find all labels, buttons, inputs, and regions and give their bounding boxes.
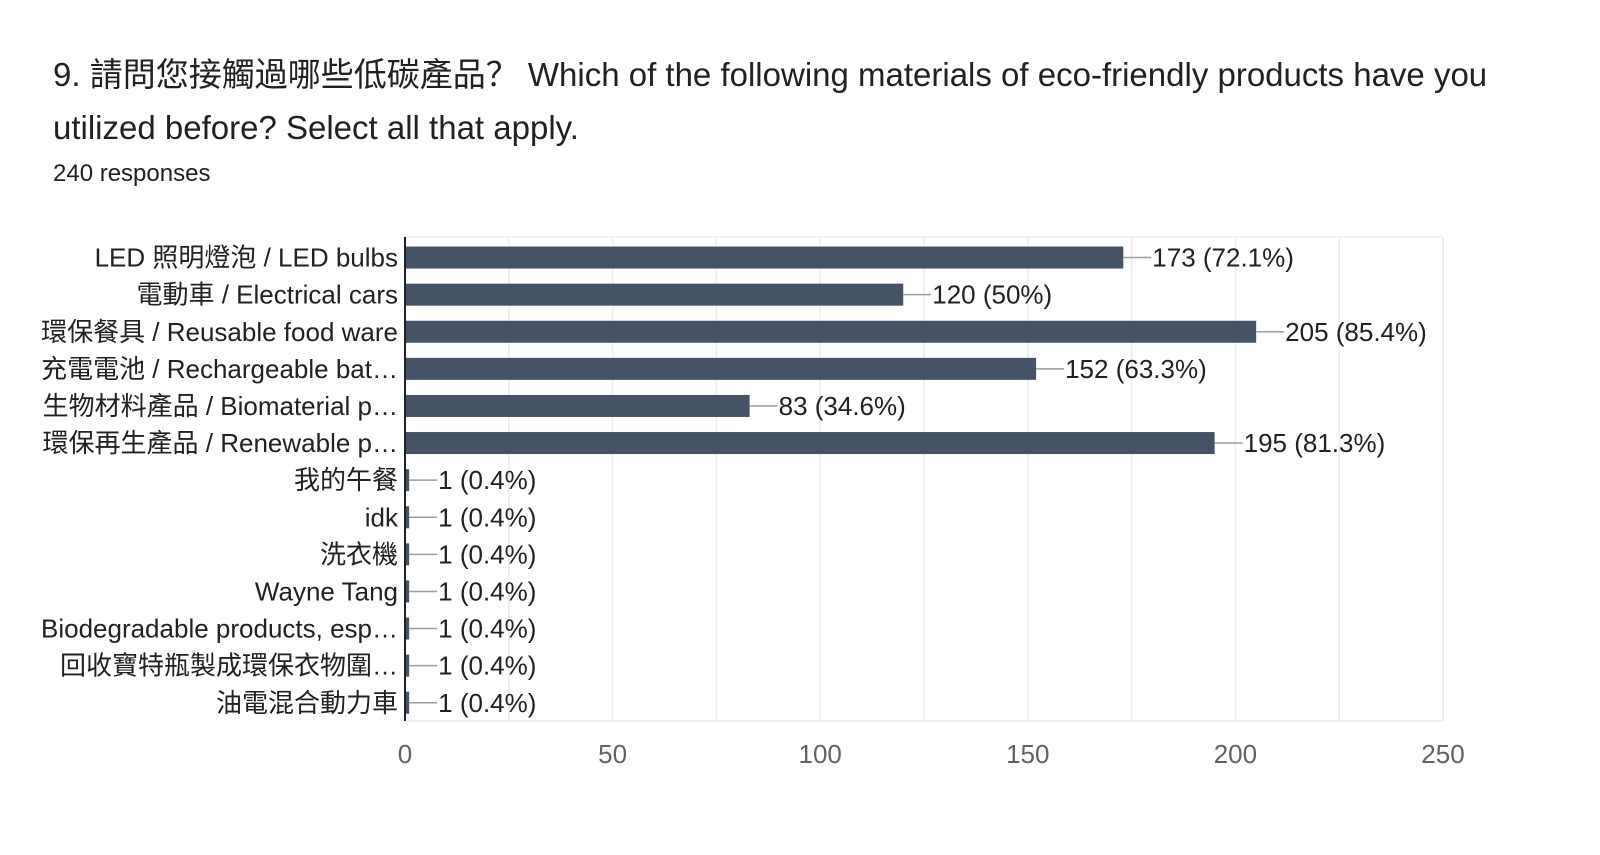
value-label: 195 (81.3%): [1244, 428, 1386, 458]
bar: [405, 432, 1215, 455]
category-label: Biodegradable products, esp…: [41, 614, 398, 644]
category-label: idk: [365, 502, 399, 532]
value-label: 1 (0.4%): [438, 688, 536, 718]
response-count: 240 responses: [53, 160, 211, 187]
category-label: 洗衣機: [320, 539, 398, 569]
bar: [405, 320, 1257, 343]
bar: [405, 543, 410, 566]
bar: [405, 283, 904, 306]
bar: [405, 580, 410, 603]
bar: [405, 691, 410, 714]
category-label: Wayne Tang: [255, 576, 398, 606]
labels: 0 50 100 150 200 250 173 (72.1%) LED 照明燈泡 / LED…: [41, 243, 1465, 769]
bar: [405, 654, 410, 677]
x-tick-label: 250: [1421, 739, 1464, 769]
category-label: 油電混合動力車: [216, 688, 398, 718]
value-label: 173 (72.1%): [1152, 243, 1294, 273]
category-label: 充電電池 / Rechargeable bat…: [41, 354, 398, 384]
bars: [404, 237, 1285, 721]
x-tick-label: 100: [799, 739, 842, 769]
category-label: 環保再生產品 / Renewable p…: [43, 428, 398, 458]
category-label: 回收寶特瓶製成環保衣物圍…: [60, 651, 398, 681]
value-label: 152 (63.3%): [1065, 354, 1207, 384]
x-tick-label: 150: [1006, 739, 1049, 769]
bar: [405, 617, 410, 640]
value-label: 1 (0.4%): [438, 614, 536, 644]
bar: [405, 394, 750, 417]
x-tick-label: 0: [398, 739, 412, 769]
value-label: 1 (0.4%): [438, 465, 536, 495]
category-label: LED 照明燈泡 / LED bulbs: [95, 243, 398, 273]
value-label: 1 (0.4%): [438, 502, 536, 532]
category-label: 生物材料產品 / Biomaterial p…: [43, 391, 398, 421]
value-label: 1 (0.4%): [438, 651, 536, 681]
category-label: 環保餐具 / Reusable food ware: [41, 317, 398, 347]
bar: [405, 246, 1124, 269]
bar: [405, 357, 1037, 380]
value-label: 83 (34.6%): [779, 391, 906, 421]
x-tick-label: 200: [1214, 739, 1257, 769]
bar: [405, 506, 410, 529]
category-label: 電動車 / Electrical cars: [137, 280, 399, 310]
category-label: 我的午餐: [294, 465, 398, 495]
value-label: 1 (0.4%): [438, 576, 536, 606]
bar: [405, 469, 410, 492]
x-tick-label: 50: [598, 739, 627, 769]
value-label: 1 (0.4%): [438, 539, 536, 569]
question-title: 9. 請問您接觸過哪些低碳產品？ Which of the following …: [53, 56, 1488, 146]
value-label: 120 (50%): [932, 280, 1052, 310]
grid-lines: [404, 236, 1444, 722]
value-label: 205 (85.4%): [1285, 317, 1427, 347]
